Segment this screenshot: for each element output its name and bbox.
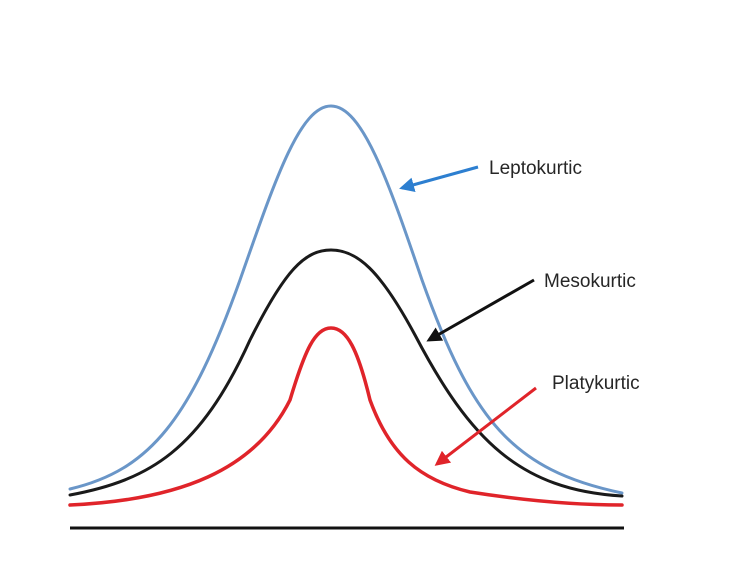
leptokurtic-curve xyxy=(68,104,624,495)
platykurtic-label: Platykurtic xyxy=(552,373,640,394)
platykurtic-curve xyxy=(68,326,624,507)
platykurtic-arrow xyxy=(434,386,537,466)
leptokurtic-arrow xyxy=(399,165,479,193)
mesokurtic-arrow xyxy=(426,278,535,342)
mesokurtic-label: Mesokurtic xyxy=(544,271,636,292)
leptokurtic-label: Leptokurtic xyxy=(489,158,582,179)
mesokurtic-curve xyxy=(68,248,624,498)
